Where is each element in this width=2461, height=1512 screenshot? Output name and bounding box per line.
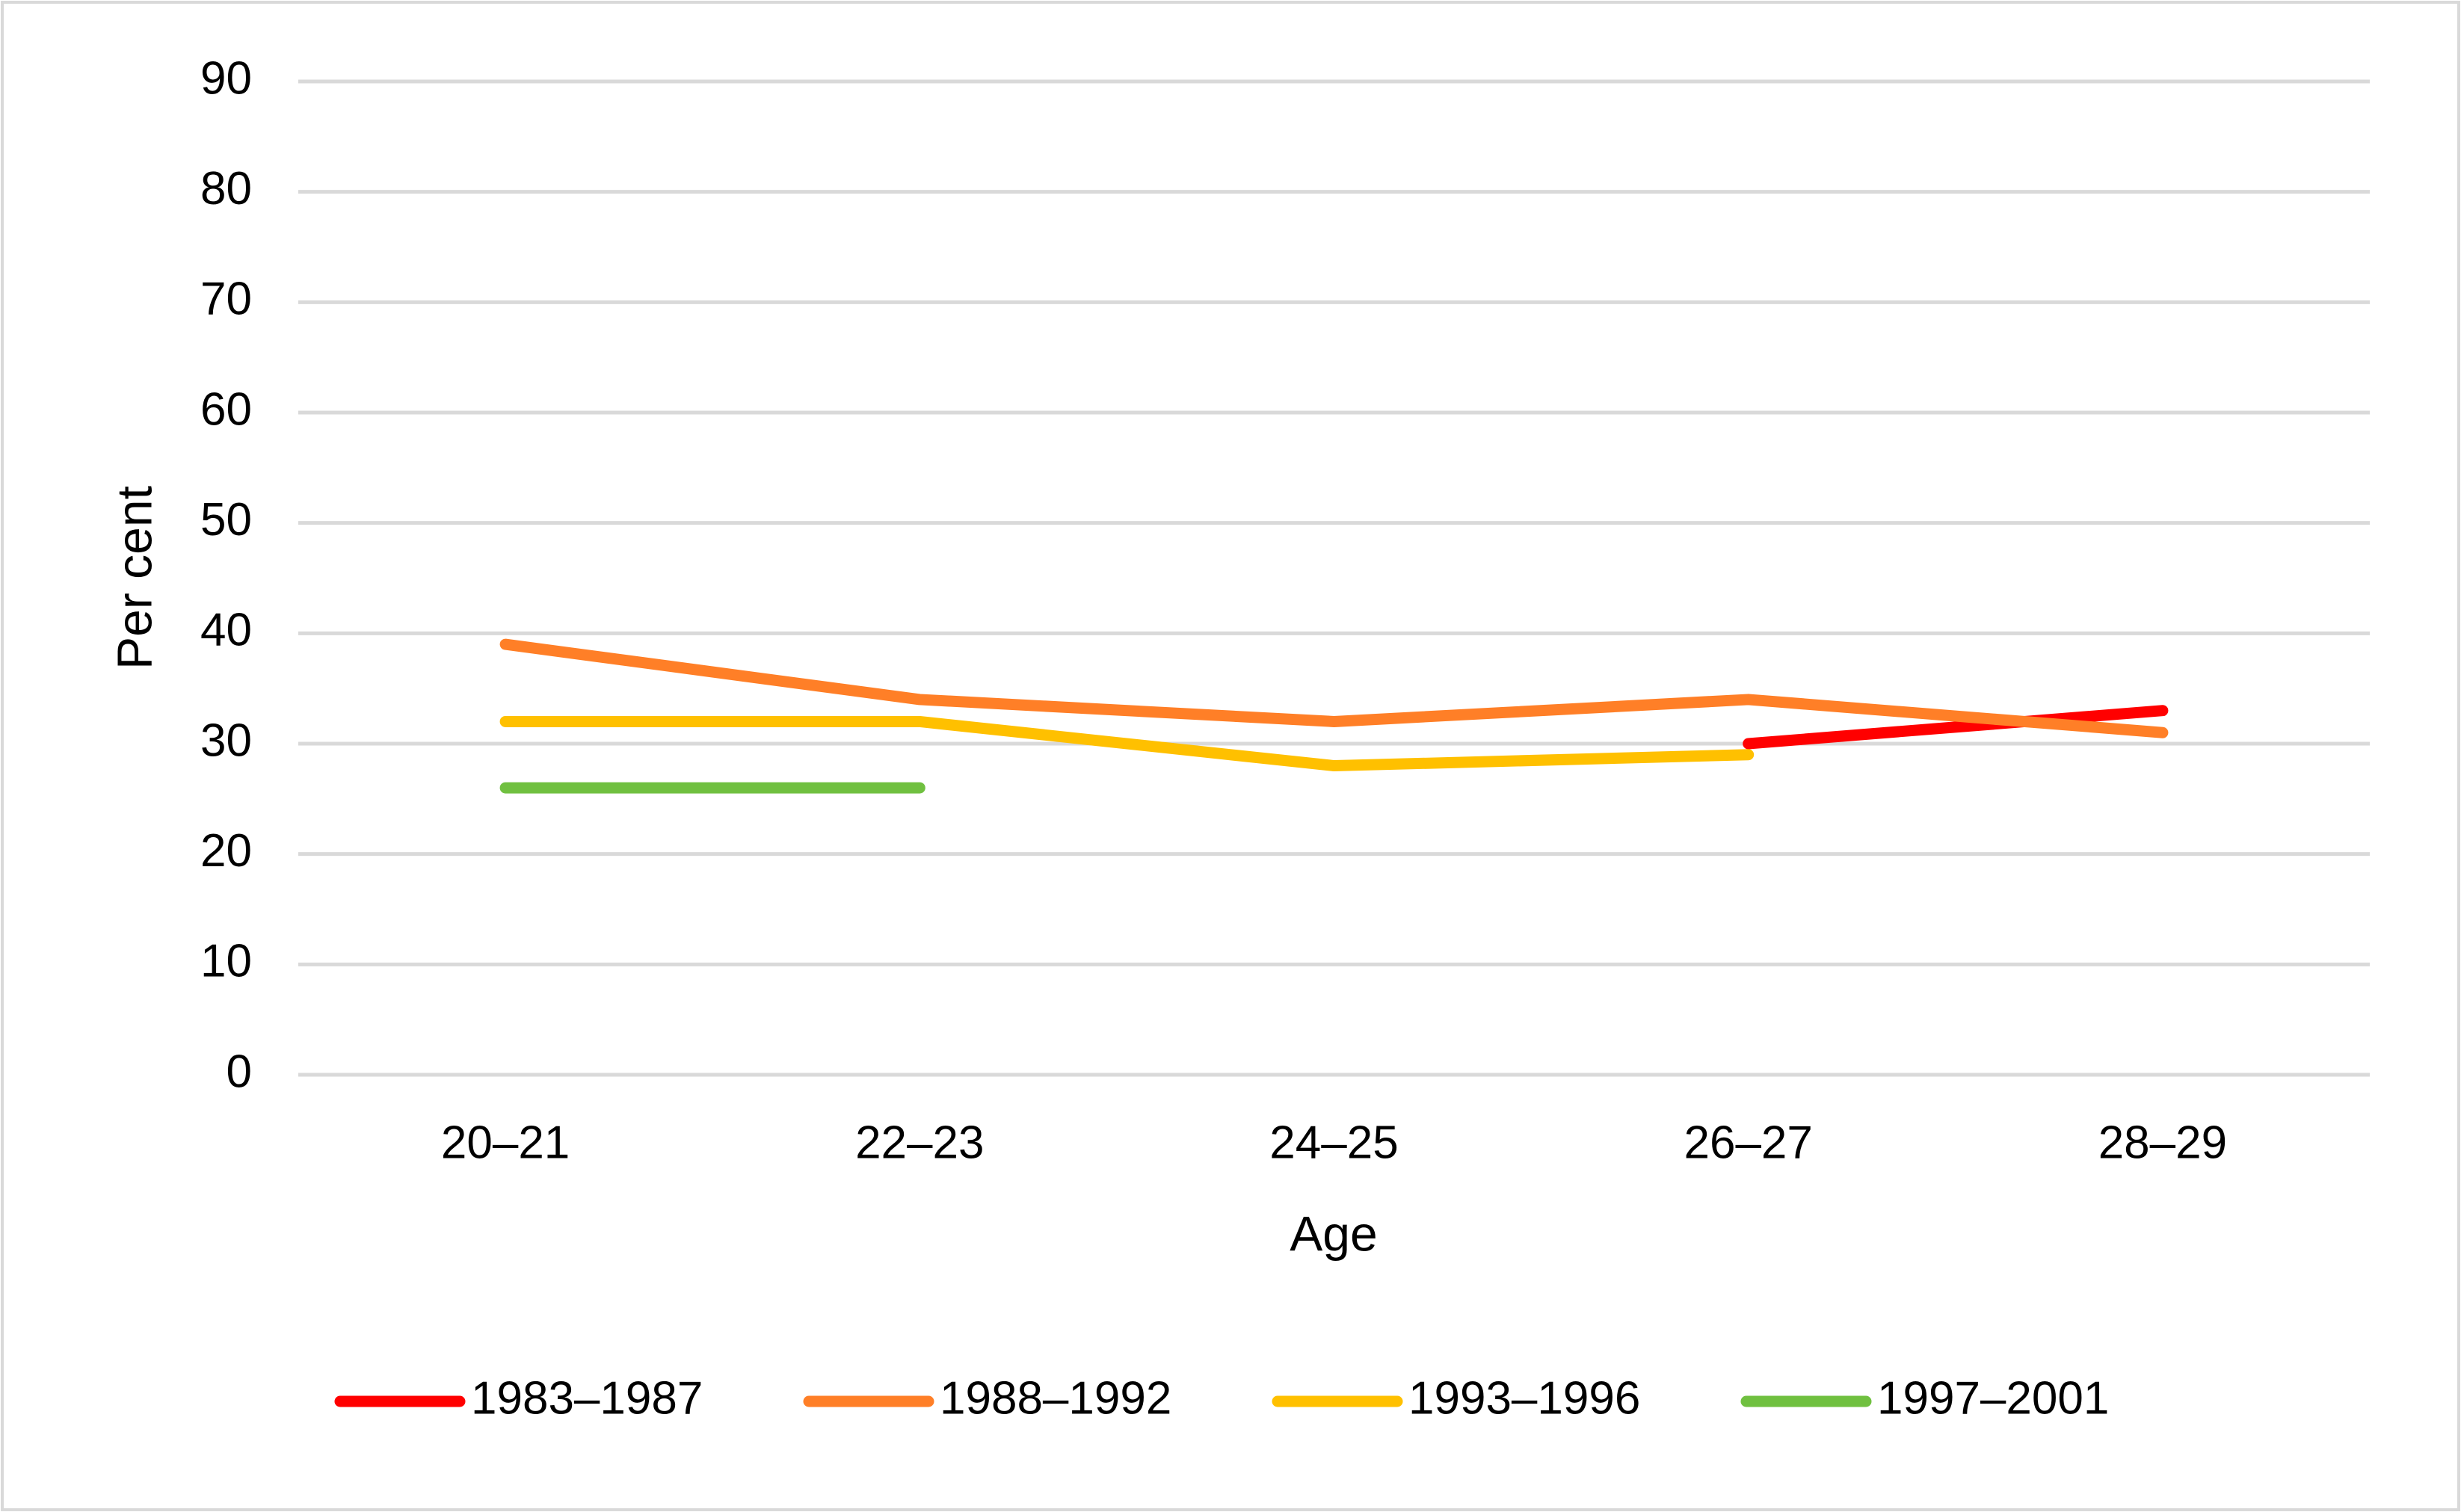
legend-label: 1997–2001	[1877, 1372, 2109, 1424]
x-tick-label: 22–23	[855, 1117, 984, 1168]
x-axis-title: Age	[1290, 1206, 1377, 1261]
x-tick-label: 24–25	[1269, 1117, 1398, 1168]
y-tick-label: 0	[227, 1046, 252, 1097]
series-line	[499, 638, 2169, 738]
x-tick-label: 28–29	[2098, 1117, 2227, 1168]
y-tick-label: 30	[200, 715, 252, 766]
y-tick-label: 90	[200, 52, 252, 104]
series-line	[1743, 705, 2169, 750]
y-axis-title: Per cent	[106, 486, 161, 670]
legend-label: 1988–1992	[940, 1372, 1171, 1424]
legend-label: 1993–1996	[1408, 1372, 1640, 1424]
y-tick-label: 60	[200, 383, 252, 435]
x-tick-label: 26–27	[1684, 1117, 1812, 1168]
x-tick-label: 20–21	[441, 1117, 570, 1168]
y-tick-label: 40	[200, 605, 252, 656]
y-tick-label: 50	[200, 494, 252, 546]
y-tick-label: 10	[200, 936, 252, 987]
series-line	[499, 715, 1755, 772]
legend-label: 1983–1987	[471, 1372, 703, 1424]
y-tick-label: 80	[200, 163, 252, 215]
y-tick-label: 20	[200, 825, 252, 877]
y-tick-label: 70	[200, 274, 252, 325]
